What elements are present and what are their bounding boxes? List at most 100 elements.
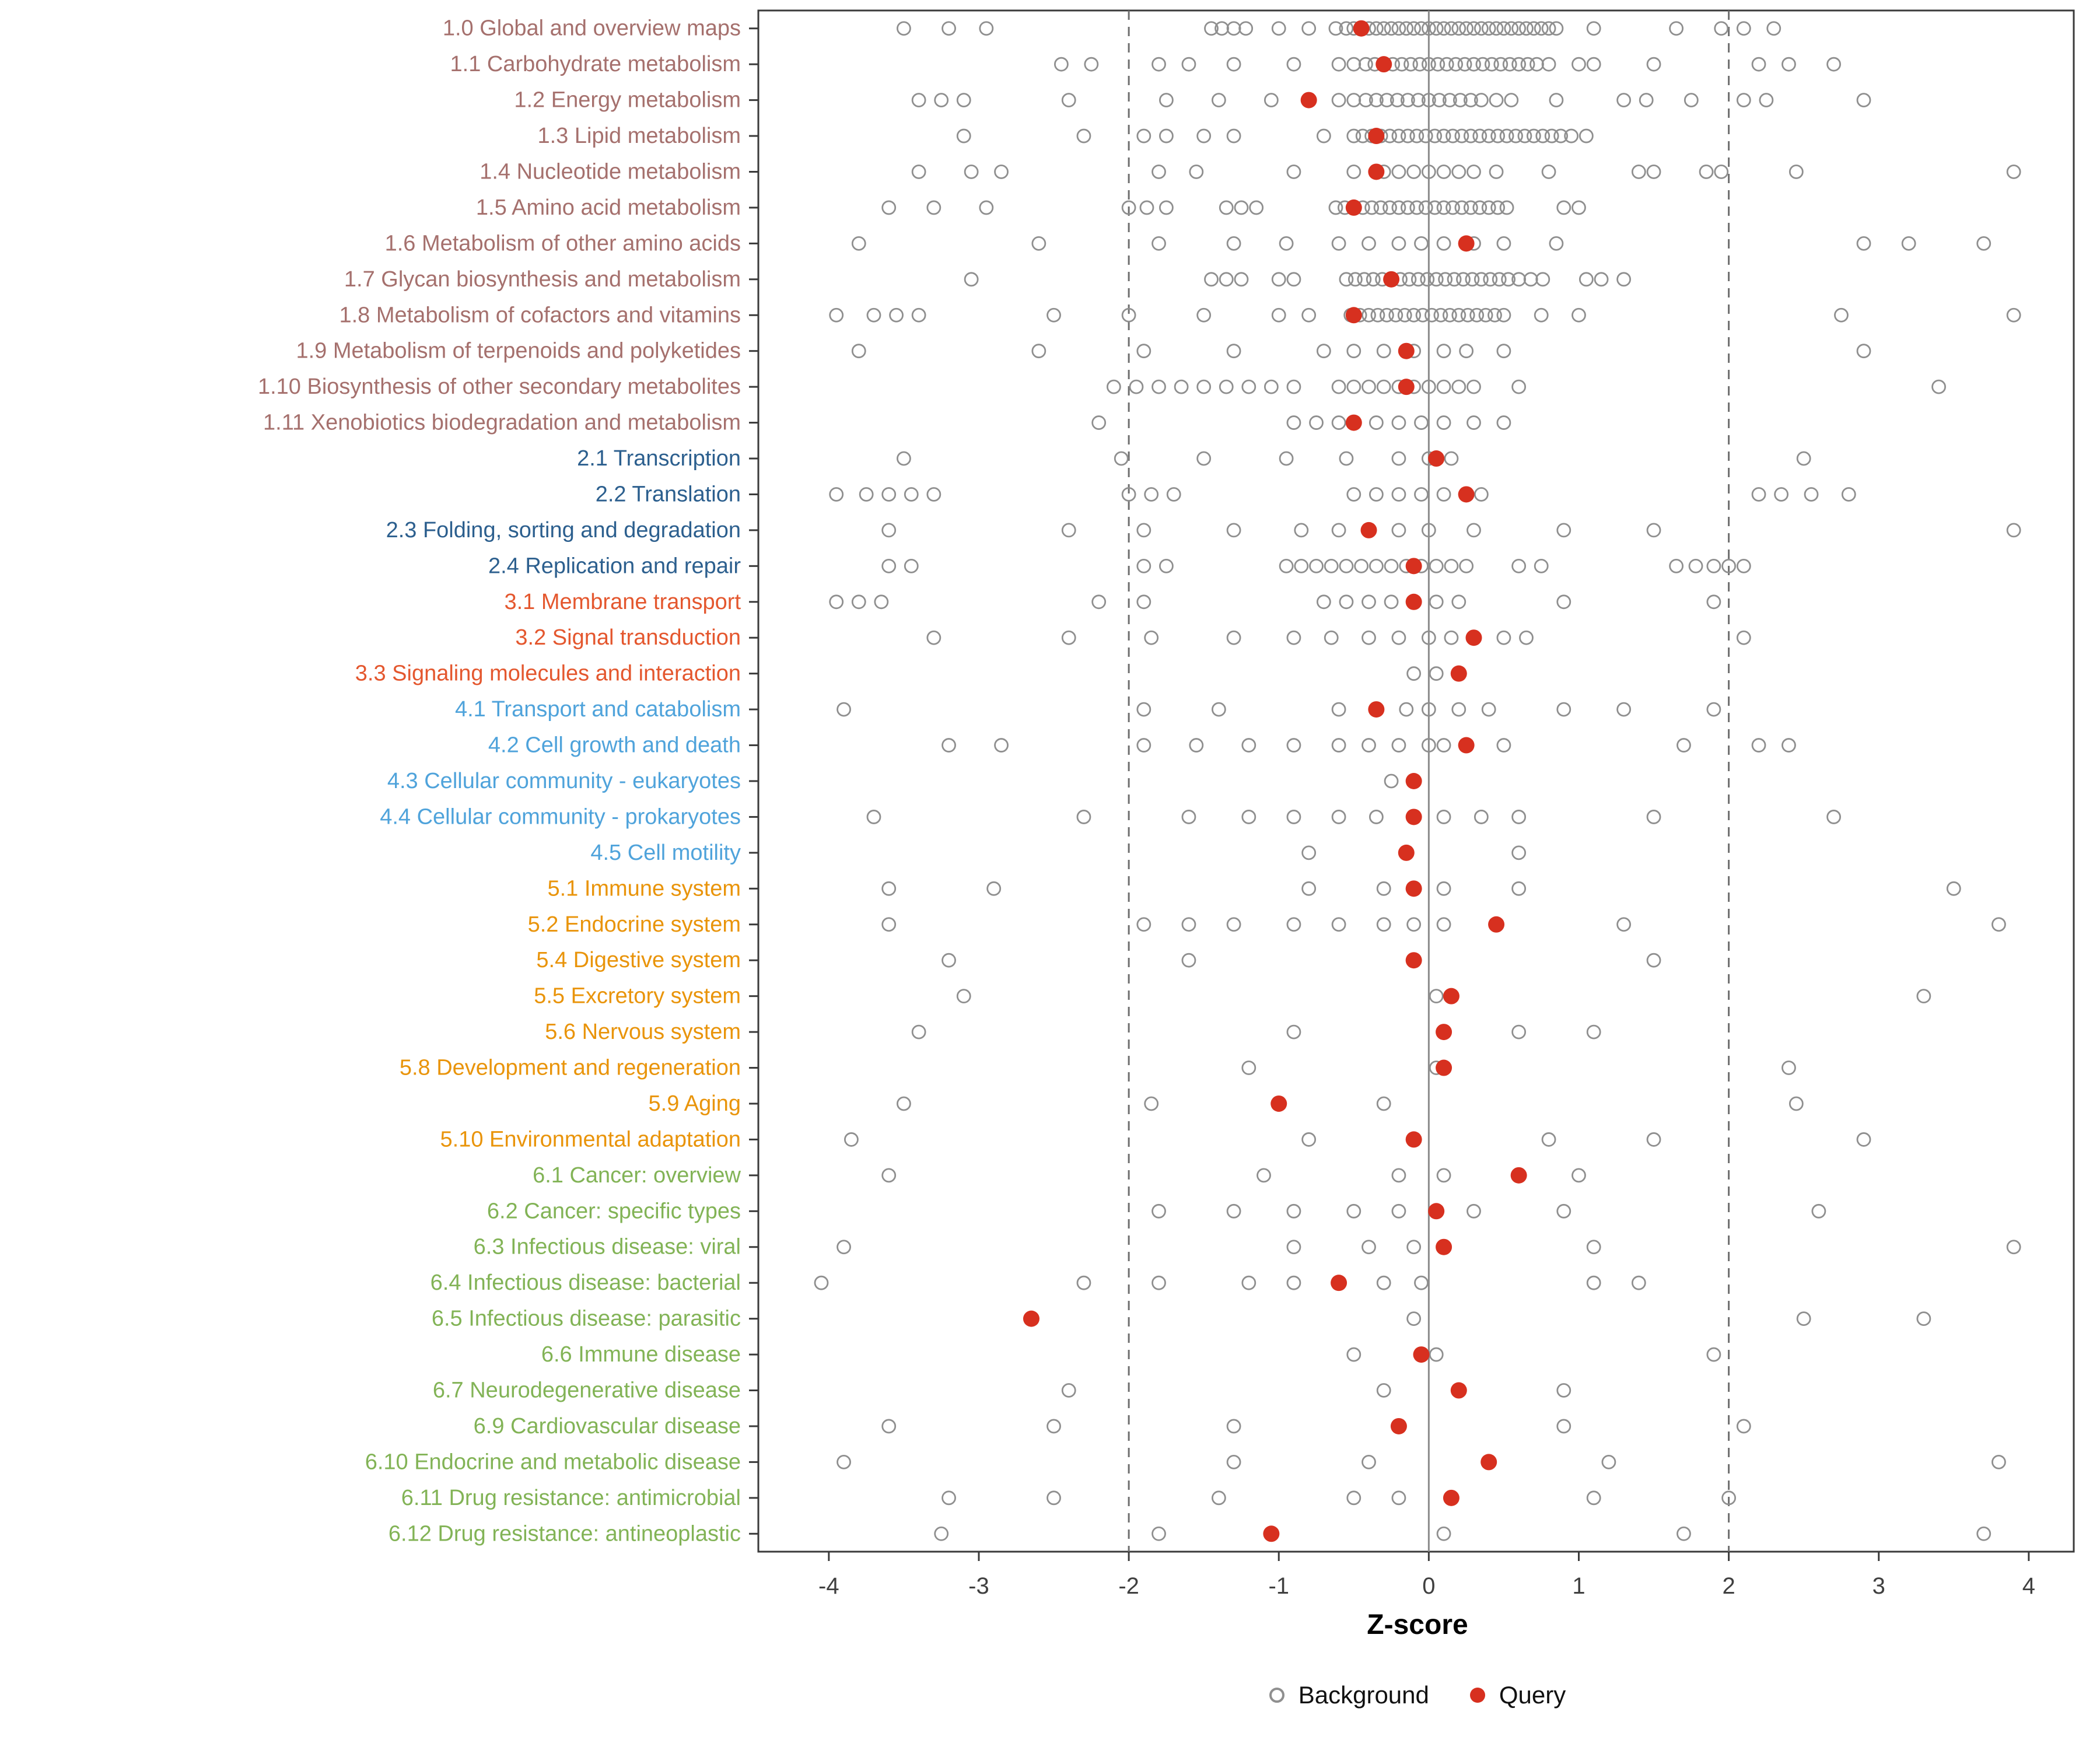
background-point bbox=[1578, 272, 1594, 287]
row-label: 1.7 Glycan biosynthesis and metabolism bbox=[344, 267, 741, 292]
row-label: 1.0 Global and overview maps bbox=[443, 16, 741, 41]
background-point bbox=[1444, 451, 1459, 466]
background-point bbox=[1444, 21, 1459, 36]
background-point bbox=[1091, 415, 1107, 430]
background-point bbox=[1391, 236, 1406, 251]
background-point bbox=[1811, 1203, 1826, 1219]
background-point bbox=[1446, 128, 1460, 144]
background-point bbox=[1736, 630, 1751, 645]
query-point bbox=[1436, 1059, 1452, 1076]
background-point bbox=[1721, 558, 1737, 573]
background-point bbox=[1976, 236, 1992, 251]
query-point bbox=[1458, 737, 1475, 754]
background-point bbox=[1856, 236, 1871, 251]
background-point bbox=[1421, 93, 1436, 108]
background-point bbox=[1572, 1168, 1586, 1183]
background-point bbox=[1331, 738, 1346, 752]
background-point bbox=[1556, 523, 1572, 538]
background-point bbox=[1362, 379, 1376, 394]
background-point bbox=[1286, 738, 1301, 752]
background-point bbox=[1496, 307, 1511, 323]
background-point bbox=[1788, 164, 1804, 179]
background-point bbox=[1346, 379, 1362, 394]
background-point bbox=[1331, 917, 1346, 932]
background-point bbox=[1286, 415, 1301, 430]
background-point bbox=[1406, 917, 1422, 932]
background-point bbox=[1535, 272, 1550, 287]
background-point bbox=[1346, 1347, 1362, 1362]
background-point bbox=[1391, 630, 1406, 645]
background-point bbox=[836, 1454, 851, 1469]
background-point bbox=[1324, 558, 1339, 573]
background-point bbox=[1436, 21, 1451, 36]
row-label: 2.2 Translation bbox=[596, 482, 741, 506]
background-point bbox=[986, 881, 1002, 896]
background-point bbox=[1204, 21, 1219, 36]
row-label: 4.2 Cell growth and death bbox=[488, 733, 741, 758]
background-point bbox=[1556, 1203, 1572, 1219]
row-label: 6.6 Immune disease bbox=[541, 1342, 741, 1367]
background-point bbox=[1676, 738, 1691, 752]
background-point bbox=[1759, 93, 1774, 108]
background-point bbox=[829, 487, 844, 502]
background-point bbox=[1368, 93, 1384, 108]
background-point bbox=[1046, 1419, 1061, 1434]
background-point bbox=[1631, 164, 1646, 179]
row-label: 6.12 Drug resistance: antineoplastic bbox=[388, 1521, 741, 1546]
row-label: 6.3 Infectious disease: viral bbox=[474, 1235, 741, 1259]
background-point bbox=[1391, 164, 1406, 179]
background-point bbox=[1478, 307, 1493, 323]
background-point bbox=[1520, 57, 1535, 72]
background-point bbox=[1501, 272, 1516, 287]
background-point bbox=[1181, 810, 1196, 824]
x-tick-label: 3 bbox=[1873, 1573, 1885, 1599]
background-point bbox=[1061, 630, 1076, 645]
background-point bbox=[1046, 1490, 1061, 1506]
background-point bbox=[1339, 451, 1354, 466]
row-label: 6.5 Infectious disease: parasitic bbox=[432, 1307, 741, 1331]
background-point bbox=[1448, 57, 1464, 72]
row-label: 5.4 Digestive system bbox=[536, 948, 741, 972]
background-point bbox=[1136, 917, 1152, 932]
background-point bbox=[2006, 1240, 2021, 1255]
background-point bbox=[1238, 21, 1254, 36]
row-label: 6.2 Cancer: specific types bbox=[487, 1199, 741, 1223]
background-point bbox=[814, 1275, 829, 1290]
background-point bbox=[2006, 307, 2021, 323]
background-point bbox=[1429, 21, 1444, 36]
background-point bbox=[1706, 594, 1721, 610]
background-point bbox=[1492, 272, 1507, 287]
row-label: 4.1 Transport and catabolism bbox=[455, 697, 741, 722]
background-point bbox=[1466, 379, 1481, 394]
background-point bbox=[1442, 93, 1457, 108]
background-point bbox=[1427, 200, 1443, 215]
background-point bbox=[1388, 307, 1404, 323]
query-point bbox=[1450, 665, 1467, 682]
background-point bbox=[1279, 451, 1294, 466]
background-point bbox=[1339, 594, 1354, 610]
background-point bbox=[1382, 200, 1397, 215]
background-point bbox=[956, 93, 971, 108]
background-point bbox=[1406, 1311, 1422, 1326]
background-point bbox=[1442, 307, 1457, 323]
background-point bbox=[1421, 164, 1436, 179]
background-point bbox=[1541, 57, 1556, 72]
background-point bbox=[1992, 917, 2006, 932]
background-point bbox=[1226, 57, 1241, 72]
background-point bbox=[836, 702, 851, 717]
background-point bbox=[1493, 57, 1508, 72]
background-point bbox=[897, 1096, 911, 1111]
background-point bbox=[1331, 415, 1346, 430]
background-point bbox=[1414, 415, 1429, 430]
query-point bbox=[1345, 199, 1362, 216]
background-point bbox=[1436, 236, 1451, 251]
legend-item-query: Query bbox=[1469, 1681, 1566, 1709]
background-point bbox=[1406, 1240, 1422, 1255]
background-point bbox=[1976, 1526, 1992, 1541]
background-point bbox=[851, 344, 866, 359]
background-point bbox=[1469, 307, 1485, 323]
background-point bbox=[1362, 594, 1376, 610]
row-label: 1.2 Energy metabolism bbox=[514, 88, 741, 113]
background-point bbox=[1391, 1168, 1406, 1183]
background-point bbox=[1490, 128, 1506, 144]
